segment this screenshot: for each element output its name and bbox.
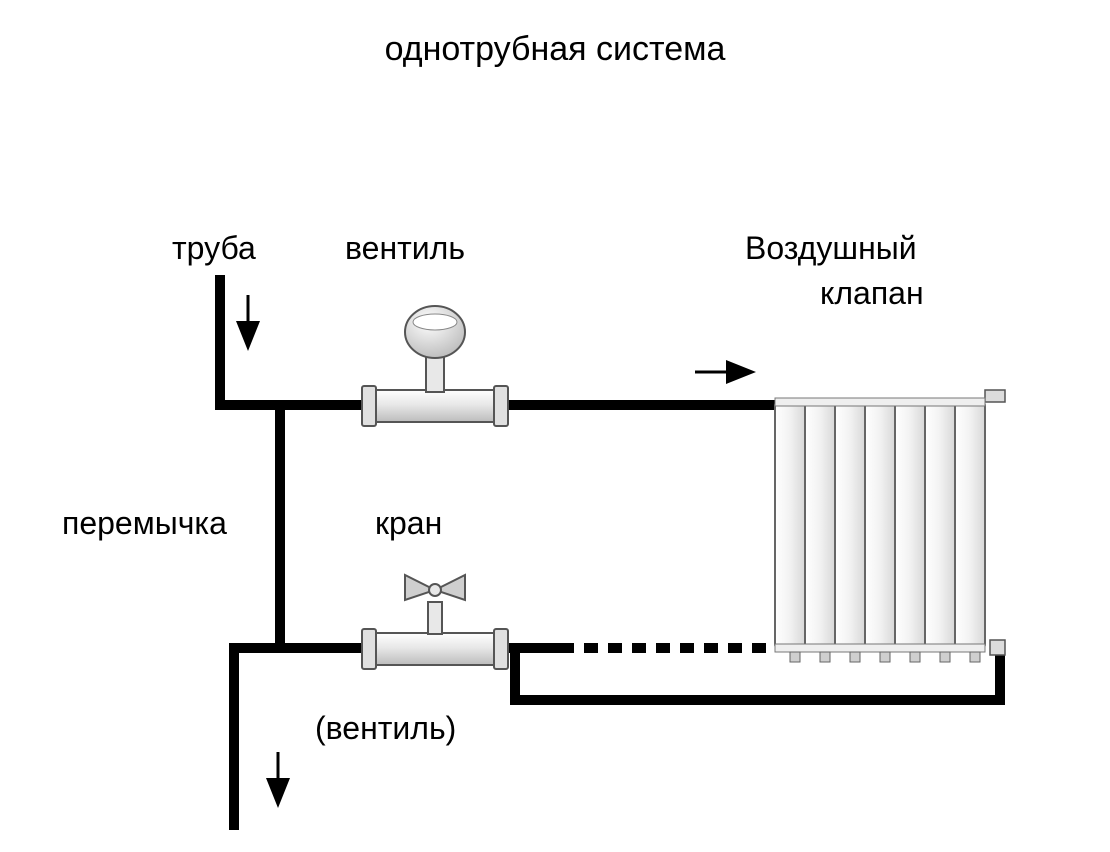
valve-top xyxy=(362,306,508,426)
diagram-canvas: однотрубная система труба вентиль Воздуш… xyxy=(0,0,1110,852)
radiator xyxy=(775,390,1005,662)
tap-bottom xyxy=(362,575,508,669)
diagram-svg xyxy=(0,0,1110,852)
